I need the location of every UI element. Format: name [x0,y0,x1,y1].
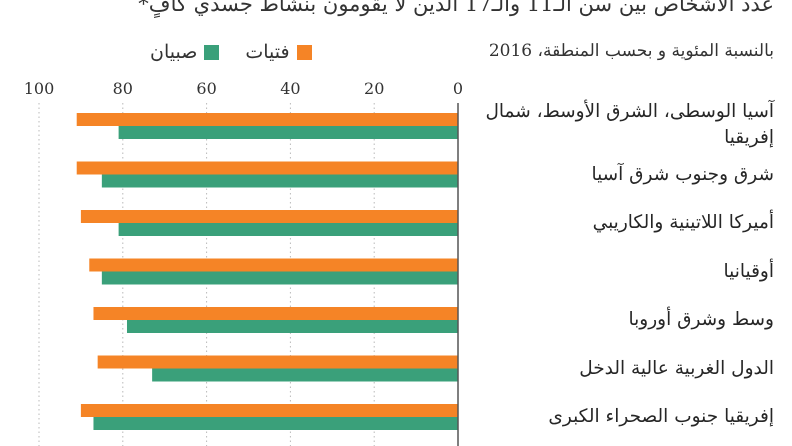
x-tick-label: 60 [196,79,216,98]
chart-subtitle: بالنسبة المئوية و بحسب المنطقة، 2016 [488,41,774,61]
bar-girls [76,113,459,126]
category-label: أميركا اللاتينية والكاريبي [592,212,774,233]
category-label: شرق وجنوب شرق آسيا [591,163,774,185]
bar-boys [118,126,459,139]
bar-girls [93,307,458,320]
legend-swatch-boys [204,44,220,60]
bar-boys [126,320,459,333]
bar-boys [152,368,458,382]
legend-label-boys: صبيان [150,41,198,63]
category-label: الدول الغربية عالية الدخل [579,357,774,379]
bar-girls [89,258,458,272]
category-label: آسيا الوسطى، الشرق الأوسط، شمال إفريقيا [485,101,774,148]
category-label: وسط وشرق أوروبا [628,309,774,330]
bar-girls [97,355,458,369]
bar-girls [76,161,459,175]
x-tick-label: 20 [364,79,384,98]
x-tick-label: 80 [113,79,133,98]
legend: فتيات صبيان [150,40,312,64]
x-tick-label: 40 [280,79,300,98]
x-tick-label: 0 [453,79,463,98]
category-label: إفريقيا جنوب الصحراء الكبرى [548,406,774,427]
bar-boys [93,417,458,430]
legend-item-boys: صبيان [150,41,220,63]
bar-girls [80,404,459,417]
x-tick-label: 100 [24,79,55,98]
bar-girls [80,210,459,223]
bar-boys [118,223,459,236]
bar-boys [101,271,458,285]
category-label: أوقيانيا [723,260,774,282]
legend-item-girls: فتيات [245,41,312,63]
legend-swatch-girls [296,44,312,60]
legend-label-girls: فتيات [245,41,290,63]
bar-boys [101,174,458,188]
chart-title: عدد الأشخاص بين سن الـ11 والـ17 الذين لا… [138,0,774,16]
